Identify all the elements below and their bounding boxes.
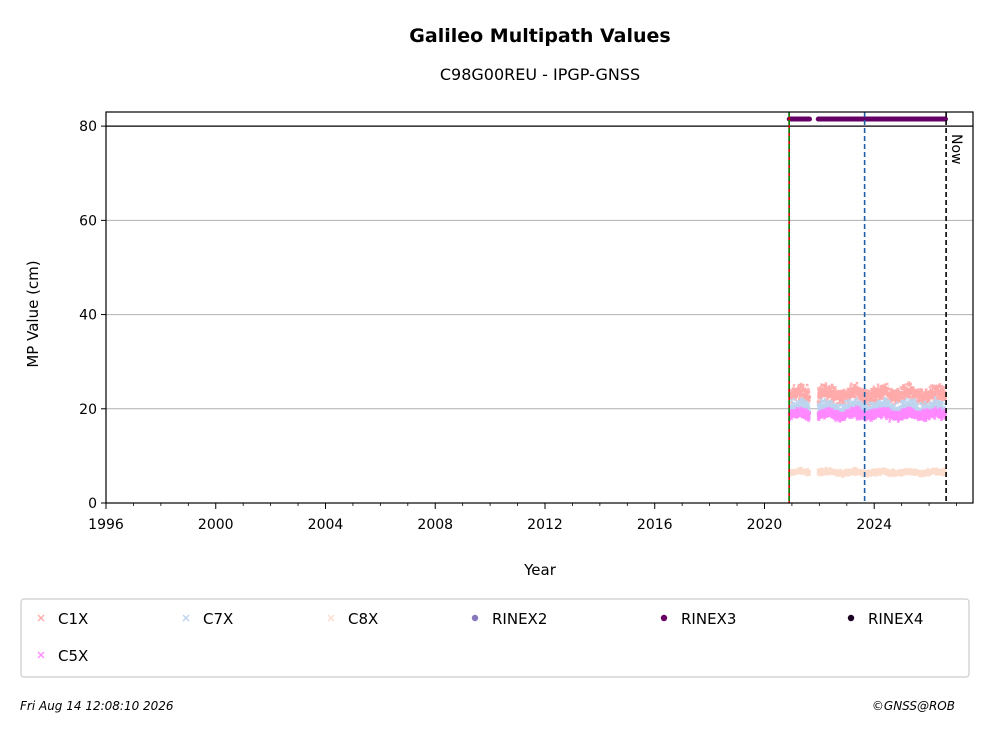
c7x-point-975 xyxy=(916,402,920,406)
c7x-point-951 xyxy=(913,403,917,407)
c1x-point-1008 xyxy=(920,388,924,392)
c1x-point-558 xyxy=(864,399,868,404)
c1x-point-707 xyxy=(883,383,887,387)
c7x-point-426 xyxy=(848,398,852,402)
c7x-point-158 xyxy=(807,402,811,406)
c1x-point-97 xyxy=(799,382,803,386)
c1x-point-689 xyxy=(880,387,885,391)
c1x-point-160 xyxy=(807,390,811,394)
c1x-point-64 xyxy=(795,395,799,399)
c7x-point-706 xyxy=(883,396,887,400)
c7x-point-950 xyxy=(913,398,917,402)
c7x-point-222 xyxy=(823,397,827,401)
c1x-point-966 xyxy=(915,388,919,392)
c7x-point-882 xyxy=(904,397,908,401)
c1x-point-727 xyxy=(885,382,889,386)
rinex3-point-62 xyxy=(807,116,812,122)
c1x-point-940 xyxy=(911,386,916,390)
c7x-point-398 xyxy=(845,399,849,403)
c7x-point-746 xyxy=(887,399,892,403)
c1x-point-814 xyxy=(896,387,900,391)
c1x-point-306 xyxy=(833,386,837,390)
c7x-point-623 xyxy=(872,402,876,406)
series-c1x xyxy=(787,381,948,408)
c1x-point-1189 xyxy=(942,385,946,389)
c7x-point-721 xyxy=(884,397,889,401)
data-layer xyxy=(786,116,948,479)
c1x-point-1013 xyxy=(920,390,925,394)
c1x-point-230 xyxy=(824,382,828,386)
c1x-point-166 xyxy=(808,395,812,399)
c7x-point-19 xyxy=(789,398,794,402)
c1x-point-382 xyxy=(843,389,847,393)
c5x-point-747 xyxy=(888,419,892,423)
c1x-point-246 xyxy=(826,396,830,400)
c7x-point-278 xyxy=(830,399,834,404)
c1x-point-431 xyxy=(849,384,853,388)
c1x-point-917 xyxy=(909,382,913,386)
chart-title: Galileo Multipath Values xyxy=(409,25,670,47)
c1x-point-482 xyxy=(855,381,859,385)
series-rinex3 xyxy=(786,116,948,122)
c7x-point-788 xyxy=(893,403,897,407)
c7x-point-745 xyxy=(887,402,891,406)
c7x-point-481 xyxy=(855,397,859,401)
c1x-point-39 xyxy=(792,383,796,387)
c1x-point-146 xyxy=(805,383,809,387)
c1x-point-163 xyxy=(807,399,811,403)
c1x-point-882 xyxy=(904,386,908,390)
series-c8x xyxy=(787,466,948,479)
c1x-point-156 xyxy=(806,387,810,391)
c7x-point-255 xyxy=(827,401,831,405)
c1x-point-115 xyxy=(801,383,805,387)
c1x-point-653 xyxy=(876,383,880,387)
c1x-point-863 xyxy=(902,383,906,387)
c1x-point-1170 xyxy=(940,384,944,388)
c7x-point-807 xyxy=(895,401,899,405)
c1x-point-1044 xyxy=(924,388,928,392)
grid-lines xyxy=(106,219,973,410)
c1x-point-436 xyxy=(849,382,853,386)
c7x-point-42 xyxy=(792,397,796,401)
chart-subtitle: C98G00REU - IPGP-GNSS xyxy=(440,65,640,84)
c7x-point-509 xyxy=(858,400,862,404)
c7x-point-162 xyxy=(807,406,811,410)
c7x-point-252 xyxy=(827,399,831,403)
